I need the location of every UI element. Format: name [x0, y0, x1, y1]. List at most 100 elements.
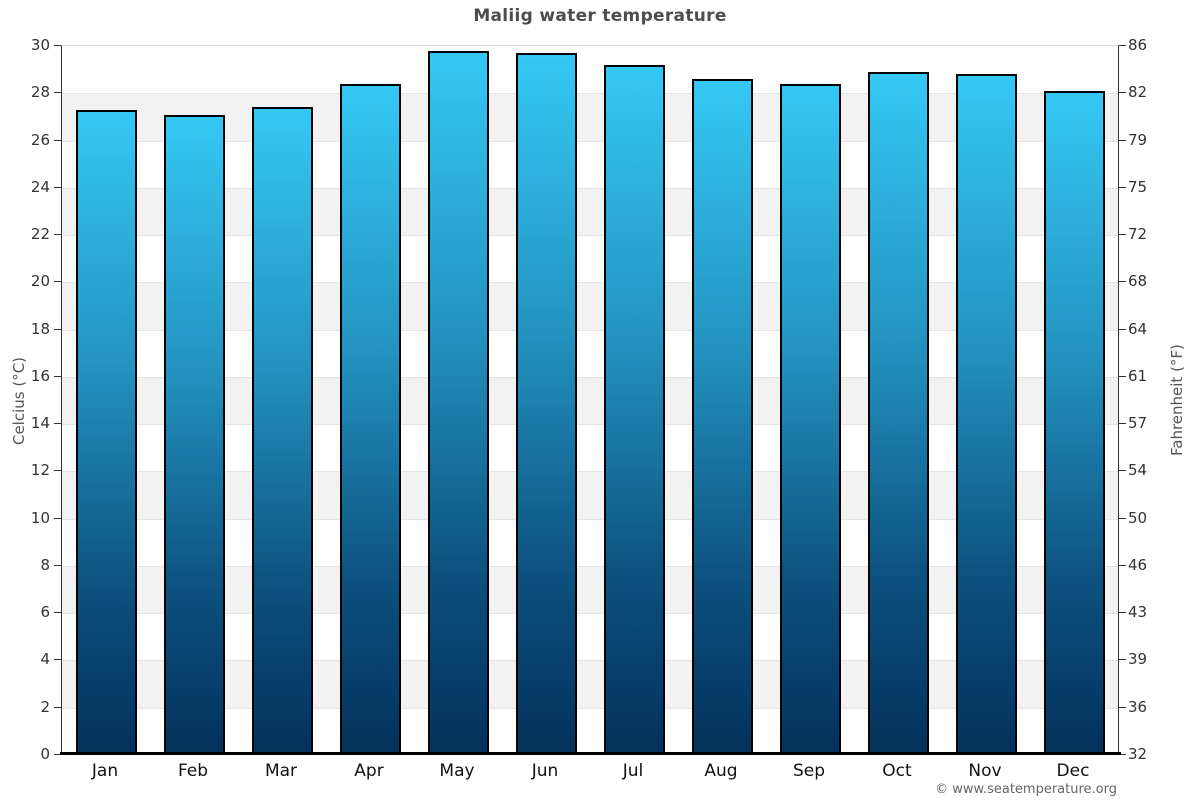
gridline [62, 282, 1118, 284]
bar-sep [779, 83, 841, 755]
right-y-tick-mark [1119, 234, 1126, 236]
x-tick-label-apr: Apr [354, 761, 384, 781]
gridline [62, 140, 1118, 142]
x-tick-label-feb: Feb [177, 761, 209, 781]
right-y-tick-label: 72 [1128, 225, 1148, 244]
plot-band [62, 93, 1118, 141]
left-y-tick-label: 16 [30, 366, 50, 385]
right-y-tick-mark [1119, 281, 1126, 283]
left-y-tick-mark [54, 423, 61, 425]
left-y-tick-mark [54, 186, 61, 188]
x-tick-label-oct: Oct [882, 761, 912, 781]
gridline [62, 93, 1118, 95]
right-y-tick-label: 86 [1128, 36, 1148, 54]
left-y-tick-label: 8 [40, 555, 50, 574]
left-y-tick-mark [54, 659, 61, 661]
plot-band [62, 660, 1118, 708]
right-y-tick-mark [1119, 564, 1126, 566]
plot-band [62, 46, 1118, 94]
left-y-tick-label: 14 [30, 414, 50, 433]
x-tick-label-nov: Nov [968, 761, 1002, 781]
gridline [62, 565, 1118, 567]
x-tick-label-jan: Jan [91, 761, 119, 781]
left-y-tick-label: 26 [30, 130, 50, 149]
right-y-tick-mark [1119, 612, 1126, 614]
right-y-tick-mark [1119, 92, 1126, 94]
left-y-tick-mark [54, 375, 61, 377]
plot-band [62, 282, 1118, 330]
left-y-tick-label: 10 [30, 508, 50, 527]
bar-mar [251, 107, 313, 755]
left-y-tick-mark [54, 517, 61, 519]
gridline [62, 707, 1118, 709]
right-y-tick-label: 68 [1128, 272, 1148, 291]
left-y-tick-mark [54, 45, 61, 46]
right-y-tick-mark [1119, 706, 1126, 708]
right-y-tick-label: 32 [1128, 745, 1148, 763]
right-y-tick-label: 79 [1128, 130, 1148, 149]
plot-band [62, 565, 1118, 614]
left-y-tick-label: 4 [40, 650, 50, 669]
gridline [62, 613, 1118, 615]
copyright-text: © www.seatemperature.org [935, 782, 1117, 797]
bar-jan [75, 109, 137, 755]
x-tick-label-aug: Aug [704, 761, 738, 781]
right-y-tick-label: 36 [1128, 697, 1148, 716]
right-y-tick-mark [1119, 470, 1126, 472]
gridline [62, 329, 1118, 331]
right-y-tick-mark [1119, 139, 1126, 141]
plot-band [62, 187, 1118, 236]
x-tick-label-may: May [439, 761, 475, 781]
gridline [62, 518, 1118, 520]
x-tick-label-sep: Sep [792, 761, 826, 781]
right-y-tick-mark [1119, 45, 1126, 46]
right-y-tick-label: 64 [1128, 319, 1148, 338]
left-y-tick-mark [54, 328, 61, 330]
gridline [62, 471, 1118, 473]
plot-band [62, 235, 1118, 283]
right-y-tick-label: 82 [1128, 83, 1148, 102]
left-y-tick-mark [54, 92, 61, 94]
right-y-tick-label: 43 [1128, 603, 1148, 622]
left-y-tick-mark [54, 234, 61, 236]
right-y-tick-label: 57 [1128, 414, 1148, 433]
plot-band [62, 140, 1118, 188]
plot-band [62, 518, 1118, 566]
right-axis-title: Fahrenheit (°F) [1168, 344, 1186, 456]
left-y-tick-label: 28 [30, 83, 50, 102]
left-y-tick-mark [54, 281, 61, 283]
gridline [62, 187, 1118, 189]
x-axis-line [60, 752, 1121, 755]
plot-band [62, 707, 1118, 755]
plot-band [62, 613, 1118, 661]
plot-band [62, 471, 1118, 519]
right-y-tick-mark [1119, 375, 1126, 377]
plot-band [62, 376, 1118, 425]
left-y-tick-mark [54, 139, 61, 141]
bar-oct [867, 71, 929, 755]
gridline [62, 660, 1118, 662]
left-y-tick-label: 6 [40, 603, 50, 622]
right-y-tick-mark [1119, 659, 1126, 661]
bar-jul [603, 64, 665, 755]
left-y-tick-label: 12 [30, 461, 50, 480]
right-y-tick-mark [1119, 186, 1126, 188]
bar-may [427, 50, 489, 755]
right-y-tick-mark [1119, 328, 1126, 330]
left-y-tick-mark [54, 612, 61, 614]
chart-title: Maliig water temperature [473, 6, 727, 26]
gridline [62, 424, 1118, 426]
right-y-tick-mark [1119, 517, 1126, 519]
gridline [62, 235, 1118, 237]
left-y-tick-label: 24 [30, 177, 50, 196]
bar-jun [515, 53, 577, 755]
left-y-tick-label: 30 [30, 36, 50, 54]
x-tick-label-mar: Mar [264, 761, 298, 781]
right-y-tick-label: 39 [1128, 650, 1148, 669]
right-y-tick-label: 75 [1128, 177, 1148, 196]
left-axis-title: Celcius (°C) [10, 356, 28, 446]
left-y-tick-label: 0 [40, 745, 50, 763]
x-tick-label-dec: Dec [1056, 761, 1090, 781]
bar-feb [163, 114, 225, 755]
